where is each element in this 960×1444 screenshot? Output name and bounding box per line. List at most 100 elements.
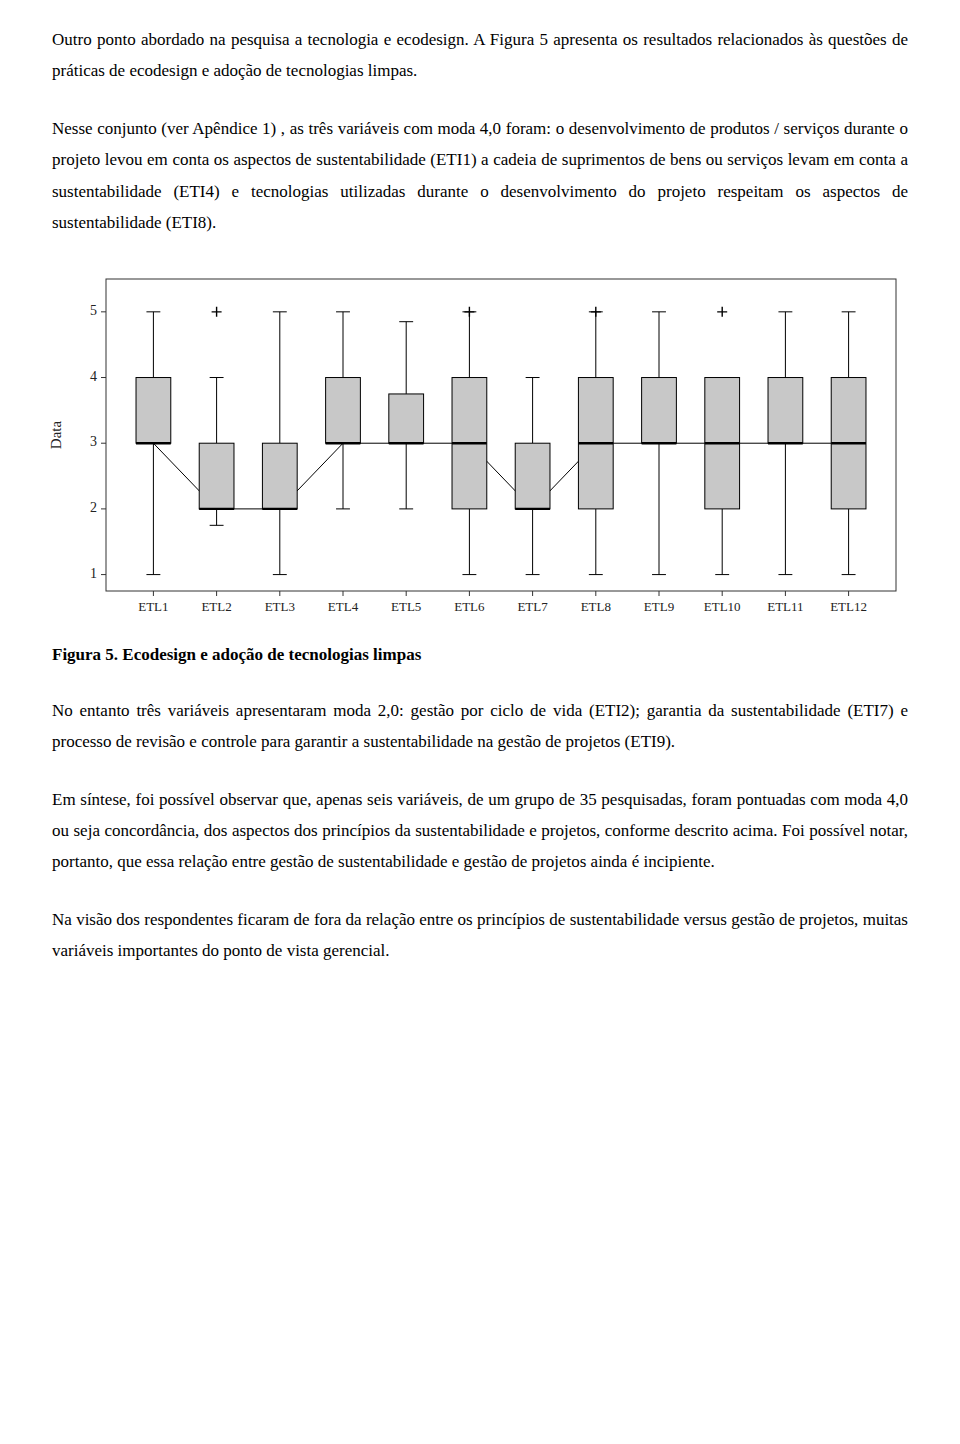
x-tick	[722, 591, 723, 596]
whisker-low	[722, 509, 723, 575]
box	[199, 443, 234, 509]
x-tick-label: ETL10	[704, 599, 741, 614]
median	[515, 507, 550, 509]
page: Outro ponto abordado na pesquisa a tecno…	[0, 0, 960, 1013]
whisker-low	[532, 509, 533, 575]
x-tick	[153, 591, 154, 596]
whisker-low	[469, 509, 470, 575]
whisker-high	[279, 311, 280, 442]
x-tick-label: ETL1	[138, 599, 168, 614]
whisker-low	[848, 509, 849, 575]
x-tick-label: ETL6	[454, 599, 485, 614]
box	[515, 443, 550, 509]
whisker-low	[153, 443, 154, 574]
cap-high	[652, 311, 666, 312]
whisker-low	[595, 509, 596, 575]
whisker-high	[595, 311, 596, 377]
mean-line	[153, 443, 848, 509]
median	[831, 442, 866, 444]
paragraph: Nesse conjunto (ver Apêndice 1) , as trê…	[52, 113, 908, 239]
median	[389, 442, 424, 444]
cap-high	[842, 311, 856, 312]
x-tick-label: ETL2	[201, 599, 231, 614]
whisker-high	[343, 311, 344, 377]
cap-low	[399, 508, 413, 509]
whisker-high	[785, 311, 786, 377]
cap-high	[526, 377, 540, 378]
y-tick	[101, 311, 106, 312]
cap-low	[778, 574, 792, 575]
box	[136, 377, 171, 443]
y-tick	[101, 377, 106, 378]
paragraph: Na visão dos respondentes ficaram de for…	[52, 904, 908, 967]
x-tick	[785, 591, 786, 596]
box	[642, 377, 677, 443]
whisker-high	[469, 311, 470, 377]
box	[389, 394, 424, 443]
whisker-high	[406, 321, 407, 393]
whisker-low	[659, 443, 660, 574]
x-tick-label: ETL12	[830, 599, 867, 614]
cap-low	[462, 574, 476, 575]
whisker-low	[785, 443, 786, 574]
whisker-high	[659, 311, 660, 377]
x-tick	[279, 591, 280, 596]
x-tick	[406, 591, 407, 596]
whisker-low	[216, 509, 217, 525]
box	[326, 377, 361, 443]
whisker-high	[532, 377, 533, 443]
paragraph: Outro ponto abordado na pesquisa a tecno…	[52, 24, 908, 87]
box	[452, 377, 487, 508]
x-tick	[216, 591, 217, 596]
whisker-low	[279, 509, 280, 575]
median	[452, 442, 487, 444]
paragraph: No entanto três variáveis apresentaram m…	[52, 695, 908, 758]
cap-low	[526, 574, 540, 575]
cap-low	[336, 508, 350, 509]
cap-high	[336, 311, 350, 312]
box	[578, 377, 613, 508]
chart: 12345DataETL1ETL2ETL3ETL4ETL5ETL6ETL7ETL…	[42, 265, 908, 639]
x-tick	[595, 591, 596, 596]
median	[705, 442, 740, 444]
median	[642, 442, 677, 444]
box	[831, 377, 866, 508]
paragraph: Em síntese, foi possível observar que, a…	[52, 784, 908, 878]
caption: Figura 5. Ecodesign e adoção de tecnolog…	[52, 645, 908, 665]
flier	[464, 306, 474, 316]
flier	[591, 306, 601, 316]
x-tick	[659, 591, 660, 596]
cap-low	[210, 524, 224, 525]
box-plot: 12345DataETL1ETL2ETL3ETL4ETL5ETL6ETL7ETL…	[42, 265, 908, 635]
y-tick-label: 5	[90, 303, 97, 318]
y-tick	[101, 442, 106, 443]
x-tick-label: ETL4	[328, 599, 359, 614]
y-tick-label: 3	[90, 434, 97, 449]
whisker-low	[343, 443, 344, 509]
plot-frame	[106, 279, 896, 591]
cap-high	[399, 321, 413, 322]
y-tick-label: 4	[90, 368, 97, 383]
whisker-high	[216, 377, 217, 443]
median	[768, 442, 803, 444]
cap-low	[146, 574, 160, 575]
whisker-high	[848, 311, 849, 377]
cap-low	[589, 574, 603, 575]
x-tick	[343, 591, 344, 596]
y-axis-label: Data	[48, 420, 64, 449]
cap-low	[652, 574, 666, 575]
whisker-low	[406, 443, 407, 509]
flier	[717, 306, 727, 316]
x-tick	[532, 591, 533, 596]
marks	[136, 306, 866, 574]
x-tick-label: ETL7	[517, 599, 548, 614]
cap-low	[273, 574, 287, 575]
y-tick	[101, 574, 106, 575]
median	[262, 507, 297, 509]
y-tick	[101, 508, 106, 509]
box	[262, 443, 297, 509]
flier	[212, 306, 222, 316]
x-tick	[469, 591, 470, 596]
cap-high	[146, 311, 160, 312]
whisker-high	[153, 311, 154, 377]
